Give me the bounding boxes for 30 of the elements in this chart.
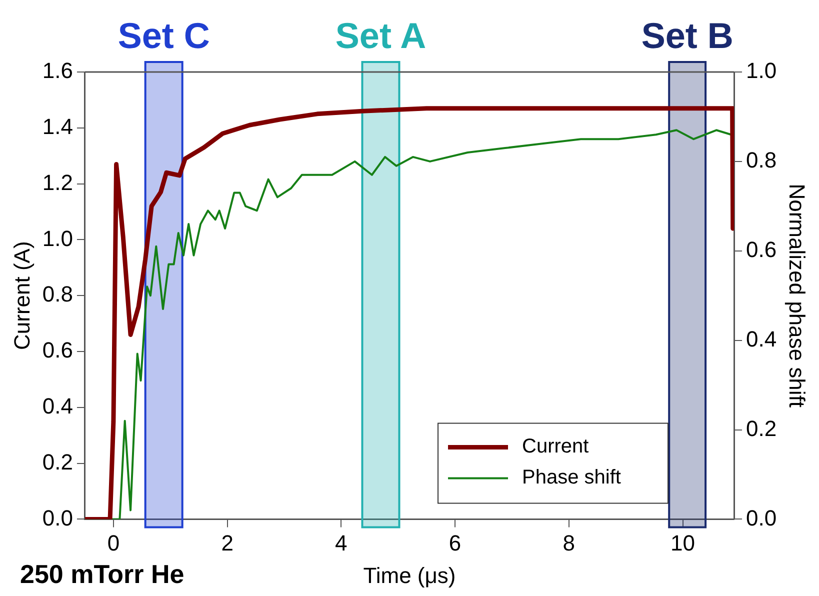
- x-tick-label: 8: [562, 530, 576, 556]
- y-tick-label: 0.4: [42, 393, 73, 418]
- y-tick-label: 1.2: [42, 170, 73, 195]
- y2-tick-label: 0.0: [746, 505, 777, 530]
- y-tick-label: 1.4: [42, 114, 73, 139]
- y2-axis-title: Normalized phase shift: [784, 184, 810, 408]
- y-tick-label: 1.0: [42, 226, 73, 251]
- legend-label: Phase shift: [522, 466, 622, 489]
- text: 250 mTorr He: [20, 559, 184, 589]
- y2-tick-label: 1.0: [746, 58, 777, 84]
- x-axis-title: Time (μs): [363, 562, 456, 588]
- y2-tick-label: 0.8: [746, 148, 777, 173]
- x-tick-label: 2: [221, 530, 234, 556]
- x-tick-label: 6: [448, 530, 462, 556]
- x-tick-label: 0: [107, 530, 120, 556]
- y-axis-title: Current (A): [9, 241, 34, 350]
- band-label: Set B: [641, 15, 734, 56]
- band-label: Set C: [118, 15, 210, 56]
- y-tick-label: 0.0: [42, 505, 73, 530]
- x-tick-label: 4: [335, 530, 348, 556]
- y-tick-label: 0.2: [42, 449, 73, 474]
- legend-label: Current: [522, 436, 590, 458]
- y-tick-label: 1.6: [42, 58, 73, 84]
- y2-tick-label: 0.2: [746, 416, 777, 441]
- y2-tick-label: 0.4: [746, 326, 777, 352]
- x-tick-label: 10: [670, 530, 696, 556]
- y-tick-label: 0.6: [42, 338, 73, 363]
- y-tick-label: 0.8: [42, 282, 73, 307]
- y2-tick-label: 0.6: [746, 236, 777, 262]
- band-label: Set A: [335, 15, 426, 56]
